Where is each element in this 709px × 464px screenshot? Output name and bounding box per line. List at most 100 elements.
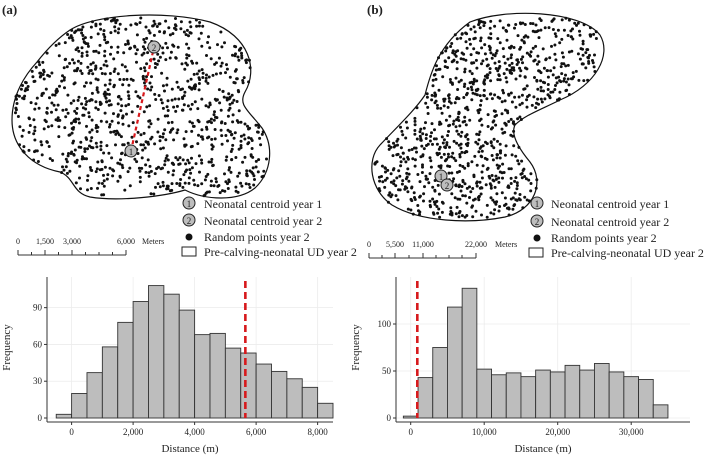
scalebar-b-tick-1: 5,500 (386, 240, 404, 249)
histogram-bar (579, 369, 595, 419)
histogram-bar (71, 393, 88, 419)
y-tick-label: 90 (33, 303, 43, 313)
scalebar-b-tick-3: 22,000 (465, 240, 487, 249)
histogram-bar (178, 309, 196, 419)
histogram-bar (417, 377, 434, 419)
panel-b-centroid-2-marker: 2 (440, 178, 454, 192)
svg-text:2: 2 (152, 43, 157, 53)
histogram-bar (194, 334, 211, 419)
legend-a-centroid2-symbol (182, 213, 196, 227)
legend-b-centroid1-num: 1 (535, 199, 540, 209)
x-axis-title: Distance (m) (514, 443, 571, 455)
histogram-b: 0 50 100 0 10,000 20,000 30,000 Distance (m) Fre… (350, 277, 690, 455)
scalebar-b-tick-2: 11,000 (412, 240, 434, 249)
legend-a-ud-label: Pre-calving-neonatal UD year 2 (204, 245, 357, 259)
legend-b-ud-label: Pre-calving-neonatal UD year 2 (551, 246, 704, 260)
panel-a-centroid-2-marker: 2 (147, 40, 161, 54)
histogram-bar (240, 352, 257, 419)
histogram-bar (86, 372, 103, 419)
histogram-bar (317, 402, 334, 419)
legend-b-centroid1-label: Neonatal centroid year 1 (551, 197, 669, 211)
x-tick-label: 0 (69, 427, 74, 437)
histogram-bar (505, 372, 522, 419)
legend-a-random-symbol (185, 233, 193, 241)
x-tick-label: 6,000 (246, 427, 267, 437)
panel-b-centroid-1-marker: 1 (434, 169, 448, 183)
x-tick-label: 10,000 (472, 427, 497, 437)
legend-a-centroid2-label: Neonatal centroid year 2 (204, 214, 322, 228)
scalebar-a-unit: Meters (142, 237, 164, 246)
y-tick-label: 30 (33, 376, 43, 386)
panel-b-legend: 1 Neonatal centroid year 1 2 Neonatal ce… (528, 196, 704, 260)
histogram-bar (402, 415, 419, 419)
panel-a-centroid-link (129, 46, 156, 152)
histogram-bar (55, 413, 73, 419)
legend-b-ud-symbol (528, 247, 544, 258)
x-tick-label: 0 (408, 427, 413, 437)
histogram-bar (132, 301, 149, 419)
legend-b-random-label: Random points year 2 (551, 231, 657, 245)
panel-a-scalebar: 0 1,500 3,000 6,000 Meters (16, 237, 164, 256)
histogram-bar (224, 347, 242, 419)
scalebar-a-tick-2: 3,000 (63, 237, 81, 246)
histogram-bar (535, 369, 551, 419)
panel-a-legend: 1 Neonatal centroid year 1 2 Neonatal ce… (181, 196, 357, 259)
x-tick-label: 4,000 (184, 427, 205, 437)
y-axis-title: Frequency (350, 324, 362, 371)
histogram-bar (491, 374, 507, 419)
x-axis-title: Distance (m) (161, 443, 218, 455)
histogram-a: 0 30 60 90 0 2,000 4,000 6,000 8,000 Distance (m)… (1, 277, 334, 455)
x-tick-label: 30,000 (619, 427, 644, 437)
scalebar-a-tick-1: 1,500 (36, 237, 54, 246)
histogram-bar (209, 332, 226, 419)
histogram-bar (301, 386, 319, 419)
histogram-bar (101, 346, 119, 419)
histogram-bar (255, 363, 272, 419)
histogram-bar (461, 287, 478, 419)
histogram-bar (549, 371, 566, 419)
panel-a-random-points (14, 16, 268, 198)
legend-a-ud-symbol (181, 246, 197, 257)
scalebar-a-tick-0: 0 (16, 237, 20, 246)
histogram-bar (594, 363, 610, 419)
legend-a-centroid1-num: 1 (187, 199, 192, 209)
legend-a-centroid1-symbol (182, 196, 196, 210)
legend-b-random-symbol (533, 234, 541, 242)
y-axis-title: Frequency (1, 324, 13, 371)
histogram-bar (652, 404, 669, 419)
legend-a-centroid2-num: 2 (187, 216, 192, 226)
scalebar-b-unit: Meters (495, 240, 517, 249)
panel-b-random-points (373, 16, 598, 219)
y-tick-label: 60 (33, 339, 43, 349)
scalebar-b-tick-0: 0 (367, 240, 371, 249)
histogram-bar (286, 378, 303, 419)
legend-b-centroid1-symbol (530, 196, 544, 210)
panel-b-label: (b) (367, 2, 383, 17)
panel-b-map: (b) 1 2 (367, 2, 605, 222)
legend-a-centroid1-label: Neonatal centroid year 1 (204, 197, 322, 211)
y-tick-label: 0 (38, 413, 43, 423)
panel-a-map: (a) 1 2 (2, 2, 271, 200)
x-tick-label: 8,000 (307, 427, 328, 437)
x-tick-label: 20,000 (545, 427, 570, 437)
histogram-bar (271, 370, 288, 419)
histogram-bar (432, 347, 448, 419)
y-tick-label: 0 (387, 413, 392, 423)
y-tick-label: 100 (378, 319, 392, 329)
legend-b-centroid2-num: 2 (535, 217, 540, 227)
legend-a-random-label: Random points year 2 (204, 230, 310, 244)
panel-a-label: (a) (2, 2, 17, 17)
svg-text:1: 1 (129, 147, 134, 157)
histogram-bar (638, 379, 654, 419)
panel-b-ud-boundary (371, 12, 605, 222)
svg-text:2: 2 (445, 181, 450, 191)
histogram-bar (447, 306, 463, 419)
y-tick-label: 50 (382, 366, 392, 376)
scalebar-a-tick-3: 6,000 (117, 237, 135, 246)
histogram-bar (520, 376, 537, 419)
x-tick-label: 2,000 (123, 427, 144, 437)
histogram-bar (148, 285, 165, 419)
histogram-bar (608, 371, 625, 419)
histogram-bar (476, 368, 493, 419)
